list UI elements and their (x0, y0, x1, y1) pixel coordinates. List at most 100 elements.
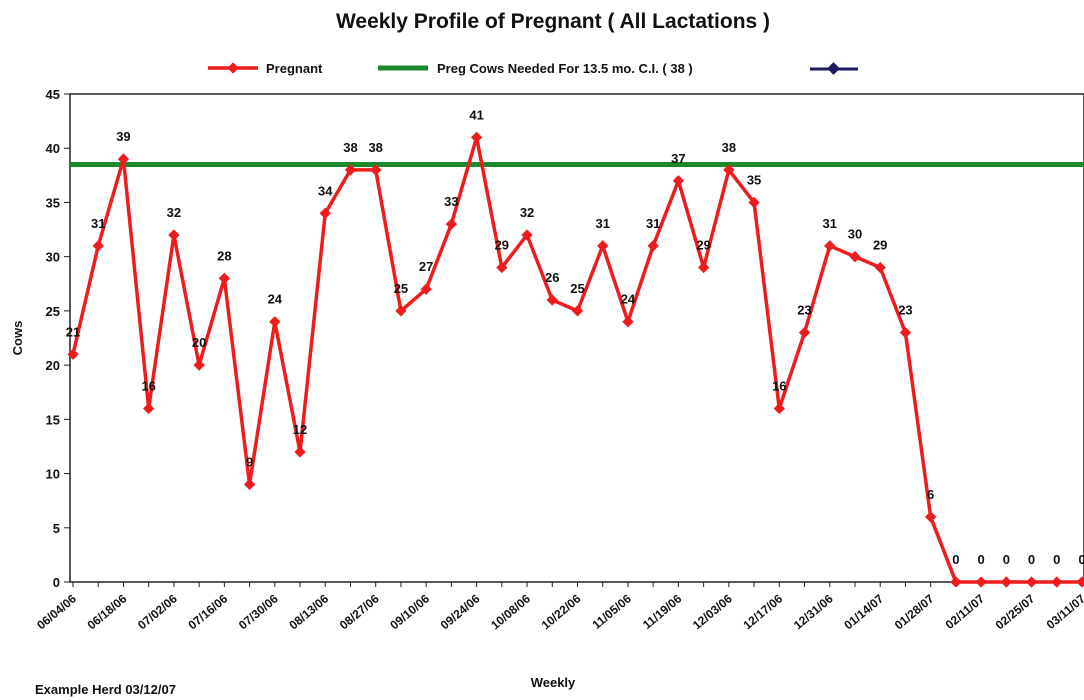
data-point (243, 478, 256, 491)
y-tick-label: 5 (53, 521, 60, 536)
data-point (899, 326, 912, 339)
data-point (395, 305, 407, 317)
data-label: 30 (848, 227, 862, 242)
y-tick-label: 40 (46, 141, 60, 156)
legend-label: Preg Cows Needed For 13.5 mo. C.I. ( 38 … (437, 61, 693, 76)
data-point (370, 164, 382, 176)
data-label: 0 (952, 552, 959, 567)
data-point (496, 261, 508, 274)
data-label: 32 (167, 205, 181, 220)
data-point (445, 218, 458, 230)
y-tick-label: 10 (46, 467, 60, 482)
data-label: 0 (1003, 552, 1010, 567)
data-point (597, 240, 609, 252)
x-tick-label: 02/25/07 (993, 591, 1038, 632)
data-point (1000, 576, 1012, 588)
data-point (672, 175, 685, 187)
x-tick-label: 12/17/06 (740, 591, 785, 632)
data-label: 38 (343, 140, 357, 155)
data-label: 31 (646, 216, 660, 231)
data-label: 28 (217, 248, 231, 263)
x-tick-label: 08/13/06 (286, 591, 331, 632)
y-tick-label: 45 (46, 87, 60, 102)
data-label: 37 (671, 151, 685, 166)
legend-marker (227, 62, 239, 74)
footnote: Example Herd 03/12/07 (35, 682, 176, 697)
x-tick-label: 12/03/06 (690, 591, 735, 632)
data-label: 0 (1078, 552, 1084, 567)
data-label: 31 (823, 216, 837, 231)
x-tick-label: 07/16/06 (185, 591, 230, 632)
legend-marker (827, 62, 840, 75)
data-point (269, 316, 281, 328)
data-point (824, 240, 836, 252)
chart-title: Weekly Profile of Pregnant ( All Lactati… (336, 10, 770, 33)
data-point (546, 294, 558, 306)
data-label: 16 (772, 378, 786, 393)
data-point (748, 196, 760, 209)
data-point (1076, 576, 1084, 588)
x-tick-label: 10/08/06 (488, 591, 533, 632)
data-point (218, 272, 231, 285)
y-tick-label: 20 (46, 358, 60, 373)
data-point (924, 511, 937, 523)
data-point (521, 229, 533, 241)
data-label: 41 (469, 107, 483, 122)
data-label: 27 (419, 259, 433, 274)
x-tick-label: 09/24/06 (438, 591, 483, 632)
x-tick-label: 01/14/07 (841, 591, 886, 632)
data-point (143, 402, 155, 415)
data-point (647, 240, 659, 252)
data-point (294, 446, 306, 458)
data-label: 6 (927, 487, 934, 502)
data-point (697, 261, 710, 274)
data-label: 35 (747, 172, 761, 187)
data-label: 29 (495, 238, 509, 253)
data-point (168, 229, 180, 241)
data-label: 38 (722, 140, 736, 155)
data-label: 12 (293, 422, 307, 437)
legend-extra (810, 62, 858, 75)
data-point (950, 576, 962, 588)
data-label: 0 (1028, 552, 1035, 567)
data-label: 24 (621, 292, 636, 307)
x-tick-label: 08/27/06 (337, 591, 382, 632)
data-point (67, 348, 79, 360)
data-label: 21 (66, 324, 80, 339)
x-tick-label: 07/02/06 (135, 591, 180, 632)
y-axis-title: Cows (10, 321, 25, 356)
data-point (92, 240, 104, 252)
data-label: 0 (1053, 552, 1060, 567)
x-tick-label: 06/04/06 (34, 591, 79, 632)
data-label: 25 (570, 281, 584, 296)
x-tick-label: 11/05/06 (590, 591, 635, 632)
data-label: 23 (797, 303, 811, 318)
data-label: 29 (696, 238, 710, 253)
y-tick-label: 15 (46, 412, 60, 427)
data-label: 34 (318, 183, 333, 198)
x-tick-label: 07/30/06 (236, 591, 281, 632)
data-point (420, 283, 432, 295)
data-point (319, 207, 331, 219)
data-label: 33 (444, 194, 458, 209)
y-tick-label: 25 (46, 304, 60, 319)
data-label: 20 (192, 335, 206, 350)
x-tick-label: 10/22/06 (539, 591, 584, 632)
data-point (773, 402, 785, 415)
data-label: 31 (595, 216, 609, 231)
data-label: 0 (977, 552, 984, 567)
data-point (1051, 576, 1063, 588)
data-point (344, 164, 357, 176)
data-point (622, 316, 634, 328)
legend-label: Pregnant (266, 61, 323, 76)
data-label: 9 (246, 454, 253, 469)
data-label: 24 (268, 292, 283, 307)
x-axis-title: Weekly (531, 675, 576, 690)
y-tick-label: 30 (46, 250, 60, 265)
x-tick-label: 06/18/06 (85, 591, 130, 632)
x-tick-label: 03/11/07 (1044, 591, 1084, 632)
data-point (470, 131, 483, 144)
data-label: 32 (520, 205, 534, 220)
x-tick-label: 11/19/06 (640, 591, 685, 632)
